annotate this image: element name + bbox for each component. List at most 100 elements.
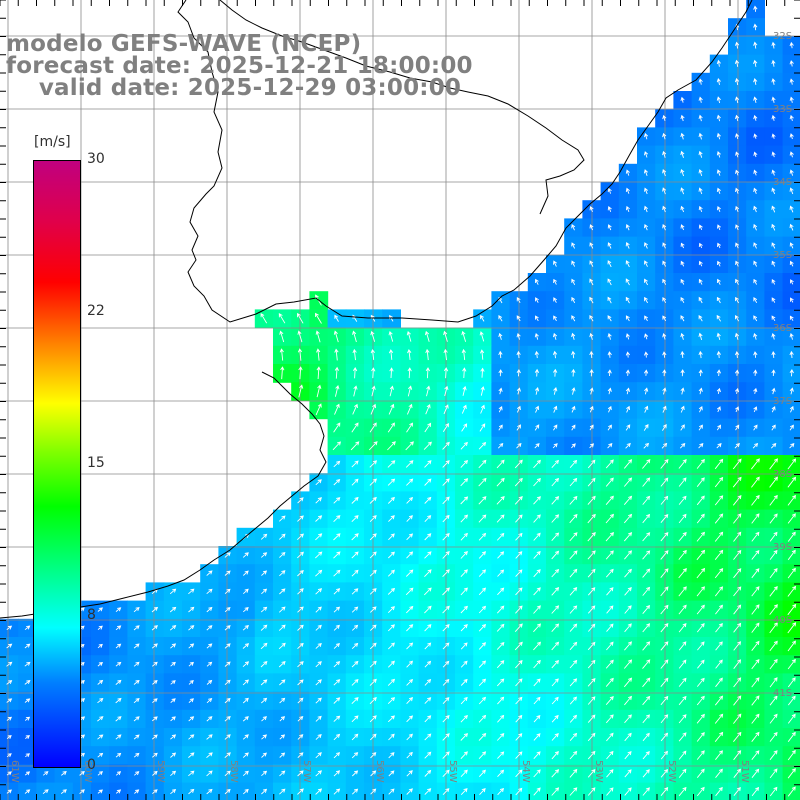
wind-arrow [297, 752, 304, 759]
wind-arrow [170, 770, 177, 777]
wind-arrow [333, 569, 341, 577]
wind-arrow [698, 205, 703, 213]
wind-arrow [188, 770, 195, 777]
wind-arrow [697, 641, 705, 651]
wind-arrow [316, 348, 321, 361]
wind-arrow [716, 59, 721, 67]
wind-arrow [261, 734, 267, 740]
wind-cell [782, 163, 800, 183]
wind-arrow [678, 677, 687, 687]
wind-arrow [769, 640, 778, 652]
wind-arrow [496, 477, 505, 487]
wind-arrow [714, 495, 724, 506]
wind-arrow [678, 659, 687, 669]
wind-arrow [370, 770, 377, 777]
wind-arrow [479, 331, 485, 342]
wind-arrow [553, 424, 558, 431]
wind-arrow [460, 714, 468, 723]
wind-arrow [735, 169, 740, 176]
wind-arrow [569, 678, 578, 687]
wind-arrow [460, 551, 468, 559]
wind-arrow [660, 568, 669, 578]
wind-arrow [278, 533, 286, 540]
wind-arrow [424, 515, 432, 523]
wind-arrow [697, 659, 705, 669]
wind-arrow [790, 297, 794, 303]
wind-arrow [753, 315, 758, 322]
wind-arrow [442, 514, 450, 523]
wind-arrow [315, 479, 322, 486]
wind-arrow [753, 406, 758, 413]
wind-arrow [771, 424, 776, 431]
wind-arrow [605, 550, 614, 560]
wind-arrow [533, 623, 541, 633]
wind-arrow [715, 768, 723, 778]
wind-arrow [660, 750, 668, 760]
wind-arrow [387, 660, 395, 668]
wind-arrow [496, 641, 505, 650]
wind-arrow [553, 405, 558, 413]
wind-arrow [516, 387, 521, 395]
wind-arrow [279, 348, 284, 361]
longitude-label: 58W [228, 760, 239, 783]
wind-arrow [224, 607, 231, 613]
wind-arrow [642, 459, 651, 469]
wind-arrow [787, 531, 796, 542]
wind-arrow [696, 513, 705, 524]
wind-arrow [496, 532, 505, 541]
wind-arrow [497, 714, 505, 723]
wind-arrow [315, 788, 323, 795]
wind-arrow [315, 733, 322, 740]
wind-arrow [478, 477, 487, 487]
wind-arrow [315, 497, 322, 504]
wind-arrow [333, 733, 341, 741]
wind-arrow [606, 750, 614, 760]
wind-arrow [624, 695, 632, 706]
wind-arrow [170, 643, 177, 649]
wind-arrow [460, 751, 468, 760]
wind-arrow [733, 768, 741, 778]
colorbar-tick-0: 0 [87, 757, 96, 773]
wind-arrow [753, 5, 758, 12]
colorbar-tick-30: 30 [87, 151, 105, 167]
wind-arrow [298, 366, 303, 380]
wind-arrow [133, 661, 140, 667]
wind-arrow [752, 442, 759, 449]
wind-arrow [607, 205, 612, 212]
wind-arrow [753, 223, 758, 231]
wind-arrow [533, 769, 541, 778]
wind-arrow [769, 549, 778, 560]
wind-arrow [442, 587, 450, 596]
wind-arrow [260, 624, 268, 631]
wind-arrow [753, 114, 758, 121]
wind-arrow [716, 278, 721, 285]
wind-arrow [460, 769, 468, 778]
wind-arrow [735, 133, 740, 140]
wind-arrow [678, 586, 687, 597]
wind-arrow [551, 459, 560, 469]
wind-arrow [333, 478, 341, 486]
wind-cell [782, 72, 800, 92]
wind-arrow [370, 403, 377, 415]
wind-arrow [569, 495, 578, 505]
wind-arrow [751, 494, 760, 506]
wind-arrow [498, 424, 503, 431]
wind-arrow [460, 660, 468, 668]
wind-arrow [224, 788, 231, 795]
wind-arrow [606, 732, 614, 742]
wind-arrow [497, 551, 505, 559]
wind-arrow [789, 169, 794, 176]
wind-arrow [644, 223, 648, 231]
wind-arrow [515, 769, 523, 778]
wind-cell [782, 254, 800, 274]
wind-arrow [551, 714, 559, 723]
wind-arrow [260, 642, 268, 650]
wind-arrow [497, 569, 505, 577]
wind-arrow [753, 96, 758, 104]
wind-arrow [716, 350, 721, 359]
wind-arrow [242, 697, 249, 704]
wind-arrow [406, 330, 412, 342]
wind-arrow [533, 787, 541, 796]
wind-arrow [297, 642, 304, 650]
wind-arrow [642, 732, 650, 742]
